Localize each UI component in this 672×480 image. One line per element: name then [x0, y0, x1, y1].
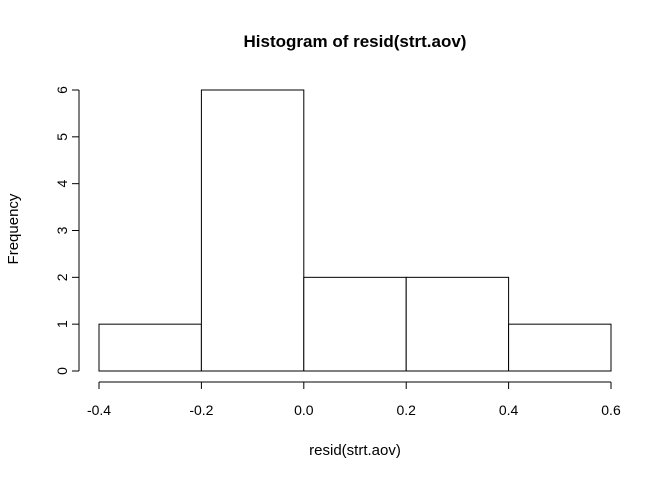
- y-tick-label: 4: [54, 180, 70, 188]
- x-tick-label: -0.4: [87, 402, 111, 418]
- x-tick-label: 0.4: [499, 402, 519, 418]
- y-tick-label: 6: [54, 86, 70, 94]
- y-axis: 0 1 2 3 4 5 6: [54, 86, 80, 375]
- histogram-bar: [303, 276, 407, 372]
- histogram-bar: [405, 276, 510, 372]
- bars-group: [98, 89, 612, 372]
- x-axis-label: resid(strt.aov): [309, 442, 401, 459]
- histogram-bar: [200, 89, 305, 372]
- y-tick-label: 3: [54, 226, 70, 234]
- x-tick-label: -0.2: [189, 402, 213, 418]
- x-tick-label: 0.6: [601, 402, 621, 418]
- chart-title: Histogram of resid(strt.aov): [244, 32, 467, 51]
- y-tick-label: 5: [54, 133, 70, 141]
- y-tick-label: 2: [54, 273, 70, 281]
- histogram-bar: [98, 323, 202, 372]
- y-tick-label: 0: [54, 367, 70, 375]
- x-axis: -0.4 -0.2 0.0 0.2 0.4 0.6: [87, 381, 621, 418]
- histogram-bar: [508, 323, 612, 372]
- y-axis-label: Frequency: [5, 193, 22, 264]
- x-tick-label: 0.2: [396, 402, 416, 418]
- y-tick-label: 1: [54, 320, 70, 328]
- x-tick-label: 0.0: [294, 402, 314, 418]
